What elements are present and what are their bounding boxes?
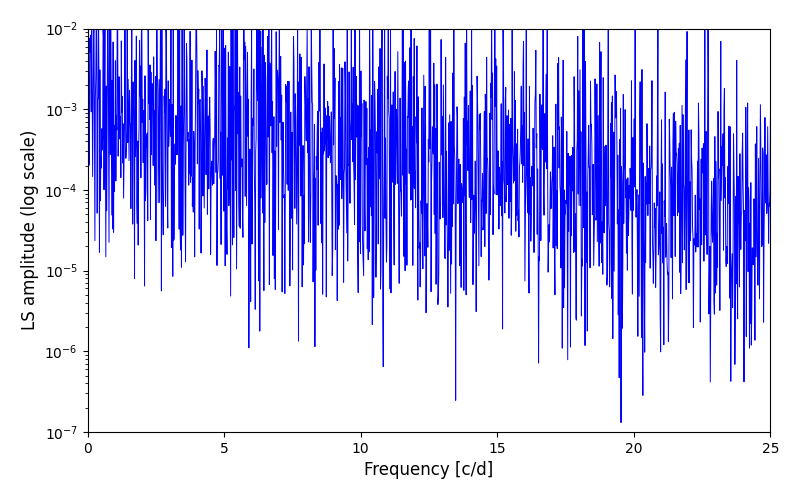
Y-axis label: LS amplitude (log scale): LS amplitude (log scale) (21, 130, 39, 330)
X-axis label: Frequency [c/d]: Frequency [c/d] (364, 461, 494, 479)
